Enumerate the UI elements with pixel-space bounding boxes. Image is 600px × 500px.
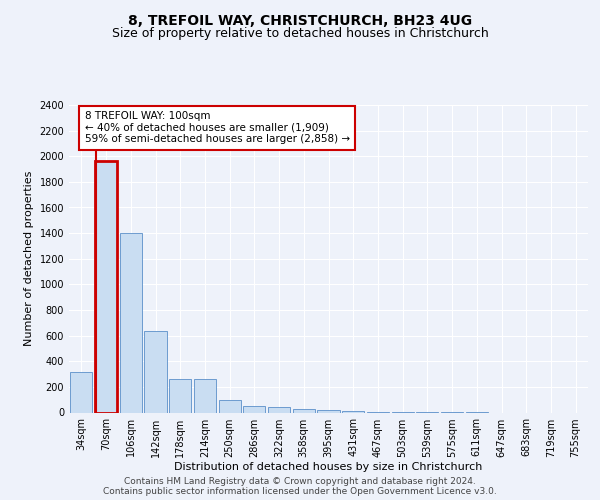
Bar xyxy=(243,406,265,412)
Bar xyxy=(145,330,167,412)
Bar xyxy=(317,410,340,412)
Bar xyxy=(342,411,364,412)
Bar xyxy=(268,408,290,412)
Bar xyxy=(119,233,142,412)
Text: 8 TREFOIL WAY: 100sqm
← 40% of detached houses are smaller (1,909)
59% of semi-d: 8 TREFOIL WAY: 100sqm ← 40% of detached … xyxy=(85,111,350,144)
Bar xyxy=(194,379,216,412)
Text: 8, TREFOIL WAY, CHRISTCHURCH, BH23 4UG: 8, TREFOIL WAY, CHRISTCHURCH, BH23 4UG xyxy=(128,14,472,28)
Text: Size of property relative to detached houses in Christchurch: Size of property relative to detached ho… xyxy=(112,28,488,40)
Text: Contains HM Land Registry data © Crown copyright and database right 2024.
Contai: Contains HM Land Registry data © Crown c… xyxy=(103,476,497,496)
Bar xyxy=(169,379,191,412)
Bar xyxy=(95,162,117,412)
Bar xyxy=(293,408,315,412)
Bar xyxy=(218,400,241,412)
Bar xyxy=(70,372,92,412)
X-axis label: Distribution of detached houses by size in Christchurch: Distribution of detached houses by size … xyxy=(175,462,482,472)
Y-axis label: Number of detached properties: Number of detached properties xyxy=(24,171,34,346)
